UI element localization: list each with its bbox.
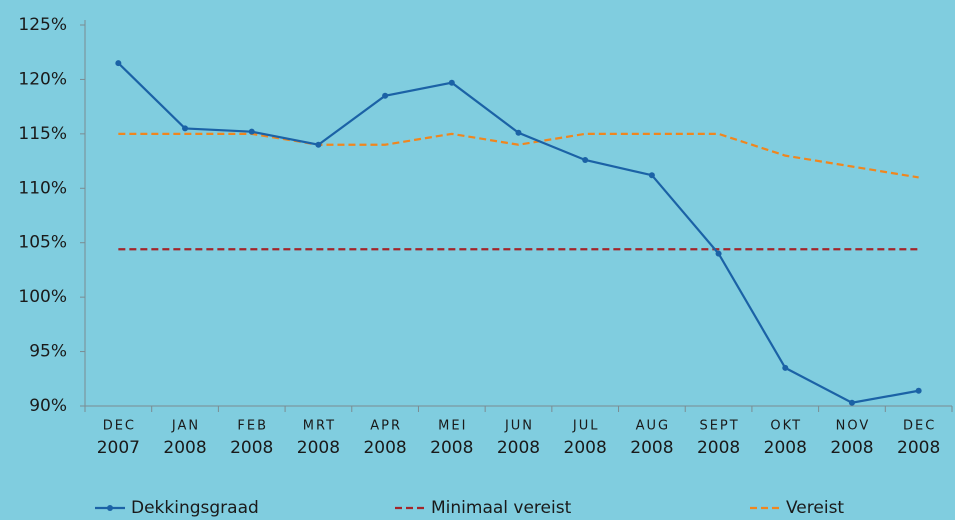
data-point xyxy=(315,141,322,148)
x-tick-label: DEC xyxy=(103,419,136,434)
x-tick-label: 2008 xyxy=(297,438,340,458)
data-point xyxy=(848,399,855,406)
x-tick-label: 2008 xyxy=(363,438,406,458)
x-tick-label: APR xyxy=(370,419,402,434)
x-tick-label: JUN xyxy=(504,419,534,434)
y-tick-label: 105% xyxy=(18,233,67,253)
x-tick-label: 2008 xyxy=(764,438,807,458)
x-tick-label: 2008 xyxy=(230,438,273,458)
y-tick-label: 125% xyxy=(18,15,67,35)
data-point xyxy=(382,92,389,99)
x-tick-label: AUG xyxy=(636,419,670,434)
series-line xyxy=(118,132,919,179)
legend-label: Minimaal vereist xyxy=(431,498,572,518)
y-tick-label: 100% xyxy=(18,287,67,307)
y-tick-label: 90% xyxy=(29,396,67,416)
data-point xyxy=(648,172,655,179)
x-tick-label: 2008 xyxy=(630,438,673,458)
x-tick-label: 2008 xyxy=(430,438,473,458)
x-tick-label: OKT xyxy=(770,419,802,434)
legend-label: Dekkingsgraad xyxy=(131,498,259,518)
x-tick-label: 2008 xyxy=(163,438,206,458)
x-tick-label: MEI xyxy=(438,419,467,434)
x-tick-label: JUL xyxy=(572,419,600,434)
data-point xyxy=(915,387,922,394)
data-point xyxy=(715,250,722,257)
y-tick-label: 115% xyxy=(18,124,67,144)
x-tick-label: 2008 xyxy=(897,438,940,458)
x-tick-label: FEB xyxy=(237,419,268,434)
x-tick-label: 2008 xyxy=(564,438,607,458)
data-point xyxy=(782,364,789,371)
x-tick-label: 2008 xyxy=(697,438,740,458)
series-line xyxy=(117,62,919,404)
x-tick-label: DEC xyxy=(903,419,936,434)
x-tick-label: MRT xyxy=(303,419,336,434)
x-tick-label: 2008 xyxy=(830,438,873,458)
data-point xyxy=(582,156,589,163)
y-tick-label: 95% xyxy=(29,342,67,362)
data-point xyxy=(115,60,122,67)
data-point xyxy=(515,129,522,136)
data-point xyxy=(448,79,455,86)
x-tick-label: 2007 xyxy=(97,438,140,458)
x-tick-label: SEPT xyxy=(699,419,739,434)
data-point xyxy=(182,125,189,132)
x-tick-label: 2008 xyxy=(497,438,540,458)
y-tick-label: 110% xyxy=(18,178,67,198)
legend-marker xyxy=(107,505,113,511)
x-tick-label: NOV xyxy=(836,419,871,434)
data-point xyxy=(248,128,255,135)
legend-label: Vereist xyxy=(786,498,844,518)
y-tick-label: 120% xyxy=(18,69,67,89)
x-tick-label: JAN xyxy=(171,419,200,434)
